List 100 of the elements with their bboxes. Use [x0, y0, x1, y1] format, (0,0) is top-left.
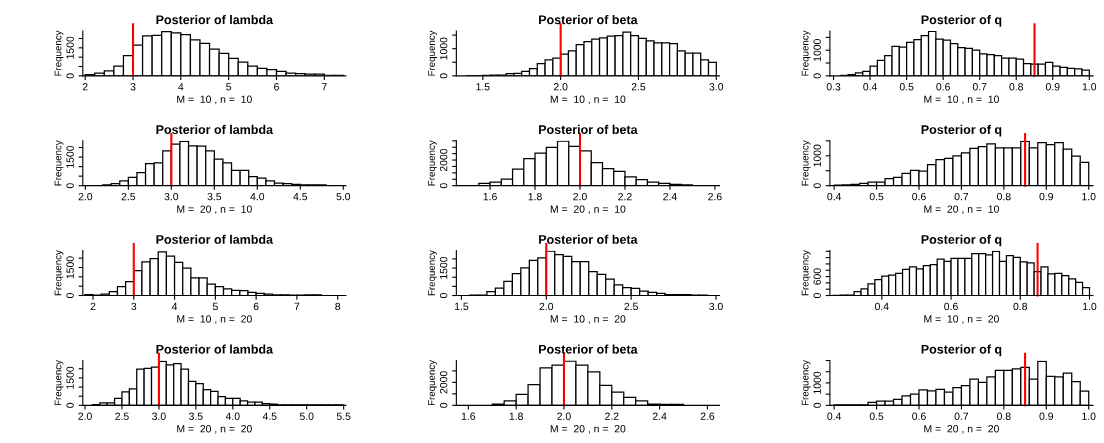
- y-tick-label: 0: [813, 183, 821, 189]
- x-tick-label: 0.5: [899, 83, 914, 91]
- x-tick-label: 2.0: [78, 412, 92, 420]
- y-tick-label: 1500: [439, 256, 448, 279]
- x-axis-title: M = 20 , n = 10: [177, 205, 252, 214]
- x-tick-label: 7: [321, 83, 327, 91]
- chart-title: Posterior of beta: [539, 344, 638, 354]
- y-tick-label: 1000: [813, 39, 821, 62]
- y-tick-label: 1500: [66, 36, 74, 59]
- y-axis-title: Frequency: [428, 250, 437, 296]
- x-tick-label: 4.0: [225, 412, 240, 420]
- chart-title: Posterior of q: [921, 124, 1002, 137]
- chart-title: Posterior of q: [921, 234, 1002, 247]
- y-tick-label: 0: [813, 293, 821, 298]
- y-axis-title: Frequency: [428, 30, 437, 76]
- x-axis-title: M = 10 , n = 20: [924, 315, 999, 324]
- x-tick-label: 1.8: [509, 412, 523, 420]
- x-tick-label: 3.0: [709, 83, 724, 91]
- x-tick-label: 3.0: [164, 192, 179, 201]
- x-tick-label: 4: [171, 302, 178, 310]
- x-tick-label: 0.9: [1045, 83, 1060, 91]
- y-tick-label: 0: [66, 402, 74, 408]
- x-tick-label: 3: [131, 302, 137, 311]
- y-tick-label: 0: [813, 402, 821, 408]
- y-axis-title: Frequency: [801, 250, 811, 296]
- x-axis-title: M = 10 , n = 20: [177, 315, 252, 324]
- y-tick-label: 0: [439, 73, 448, 79]
- x-tick-label: 5.0: [336, 192, 351, 201]
- y-tick-label: 0: [439, 183, 448, 189]
- x-tick-label: 1.0: [1082, 83, 1097, 91]
- y-tick-label: 600: [813, 268, 821, 285]
- x-tick-label: 2.2: [605, 412, 619, 420]
- x-axis-title: M = 10 , n = 10: [550, 95, 626, 105]
- x-axis-title: M = 10 , n = 10: [924, 95, 999, 105]
- y-axis-title: Frequency: [801, 140, 811, 186]
- x-axis-title: M = 20 , n = 10: [924, 205, 999, 214]
- x-axis-title: M = 20 , n = 20: [924, 425, 999, 434]
- y-tick-label: 0: [813, 73, 821, 79]
- x-tick-label: 0.7: [954, 192, 969, 201]
- x-tick-label: 0.7: [954, 412, 969, 420]
- y-tick-label: 0: [439, 293, 448, 298]
- x-tick-label: 2.6: [700, 412, 715, 420]
- x-tick-label: 2.0: [553, 83, 568, 91]
- y-tick-label: 2000: [439, 371, 448, 394]
- x-tick-label: 2.0: [78, 192, 93, 201]
- x-tick-label: 4: [178, 83, 184, 91]
- x-tick-label: 0.6: [912, 192, 926, 201]
- y-axis-title: Frequency: [54, 140, 64, 186]
- x-tick-label: 2.5: [121, 192, 136, 201]
- chart-title: Posterior of q: [921, 15, 1002, 27]
- x-tick-label: 3.0: [709, 302, 723, 311]
- x-tick-label: 4.5: [293, 193, 308, 201]
- y-axis-title: Frequency: [54, 359, 64, 406]
- x-tick-label: 2: [82, 83, 88, 91]
- x-axis-title: M = 20 , n = 20: [177, 425, 252, 434]
- y-tick-label: 1000: [813, 144, 821, 167]
- x-tick-label: 5.0: [299, 412, 314, 420]
- x-tick-label: 2.4: [663, 192, 677, 201]
- x-tick-label: 0.6: [912, 412, 926, 420]
- y-tick-label: 1500: [66, 256, 74, 279]
- x-axis-title: M = 20 , n = 20: [550, 425, 626, 434]
- x-tick-label: 0.8: [1009, 83, 1024, 91]
- y-axis-title: Frequency: [54, 250, 64, 296]
- chart-title: Posterior of beta: [539, 124, 638, 135]
- x-tick-label: 2.5: [624, 302, 638, 311]
- y-tick-label: 0: [66, 73, 74, 79]
- x-tick-label: 6: [253, 302, 259, 311]
- x-tick-label: 3.0: [152, 412, 166, 420]
- x-tick-label: 2.5: [115, 412, 129, 420]
- x-tick-label: 8: [335, 302, 341, 311]
- chart-title: Posterior of beta: [539, 234, 638, 244]
- x-tick-label: 7: [294, 302, 300, 310]
- x-tick-label: 0.8: [997, 412, 1011, 420]
- x-tick-label: 5.5: [336, 412, 351, 420]
- x-tick-label: 2.0: [539, 302, 554, 311]
- x-tick-label: 2.2: [618, 192, 632, 201]
- chart-title: Posterior of lambda: [156, 234, 274, 244]
- x-tick-label: 0.4: [863, 83, 878, 91]
- x-tick-label: 0.5: [869, 412, 884, 420]
- x-tick-label: 0.4: [874, 302, 889, 311]
- x-axis-title: M = 10 , n = 10: [177, 95, 252, 105]
- x-tick-label: 1.0: [1082, 412, 1096, 420]
- chart-title: Posterior of lambda: [156, 15, 274, 25]
- y-tick-label: 0: [439, 402, 448, 408]
- x-tick-label: 0.8: [997, 192, 1011, 201]
- x-axis-title: M = 10 , n = 20: [550, 315, 626, 324]
- y-tick-label: 1000: [439, 37, 448, 60]
- x-tick-label: 1.5: [476, 83, 490, 91]
- x-tick-label: 0.7: [972, 83, 987, 91]
- y-tick-label: 2000: [439, 148, 448, 172]
- x-tick-label: 2.0: [557, 412, 571, 420]
- x-tick-label: 2.6: [708, 192, 722, 201]
- x-tick-label: 0.6: [936, 83, 950, 91]
- x-tick-label: 0.9: [1039, 412, 1054, 420]
- x-tick-label: 2: [90, 302, 96, 310]
- y-tick-label: 1500: [66, 366, 74, 389]
- x-tick-label: 1.8: [528, 192, 542, 201]
- y-tick-label: 1500: [66, 145, 74, 168]
- x-tick-label: 6: [274, 83, 279, 91]
- x-tick-label: 0.8: [1013, 302, 1028, 311]
